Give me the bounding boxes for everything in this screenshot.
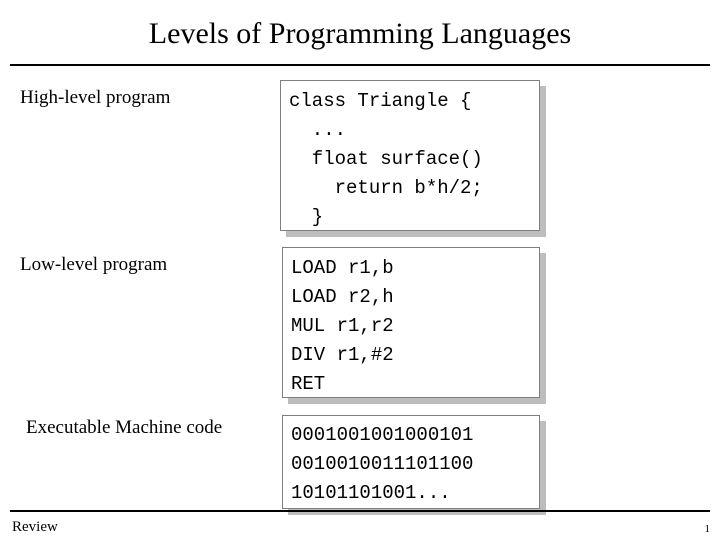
slide-title: Levels of Programming Languages: [148, 17, 572, 50]
code-line: ...: [289, 119, 347, 141]
code-line: 0001001001000101: [291, 424, 474, 446]
code-line: 10101101001...: [291, 482, 451, 504]
machine-code-box: 0001001001000101 0010010011101100 101011…: [282, 415, 540, 509]
code-line: LOAD r2,h: [291, 286, 394, 308]
high-level-label: High-level program: [20, 87, 171, 108]
low-level-label: Low-level program: [20, 254, 168, 275]
machine-code-label: Executable Machine code: [26, 417, 223, 438]
code-line: 0010010011101100: [291, 453, 474, 475]
high-level-code-box: class Triangle { ... float surface() ret…: [280, 80, 540, 231]
code-line: return b*h/2;: [289, 177, 483, 199]
footer-text: Review: [12, 519, 58, 535]
title-divider: [10, 64, 710, 66]
page-number: 1: [704, 523, 711, 535]
code-line: LOAD r1,b: [291, 257, 394, 279]
low-level-code-box: LOAD r1,b LOAD r2,h MUL r1,r2 DIV r1,#2 …: [282, 247, 540, 398]
code-line: DIV r1,#2: [291, 344, 394, 366]
code-line: class Triangle {: [289, 90, 472, 112]
footer-divider: [10, 510, 710, 512]
code-line: MUL r1,r2: [291, 315, 394, 337]
code-line: RET: [291, 373, 326, 395]
code-line: float surface(): [289, 148, 483, 170]
code-line: }: [289, 206, 324, 228]
